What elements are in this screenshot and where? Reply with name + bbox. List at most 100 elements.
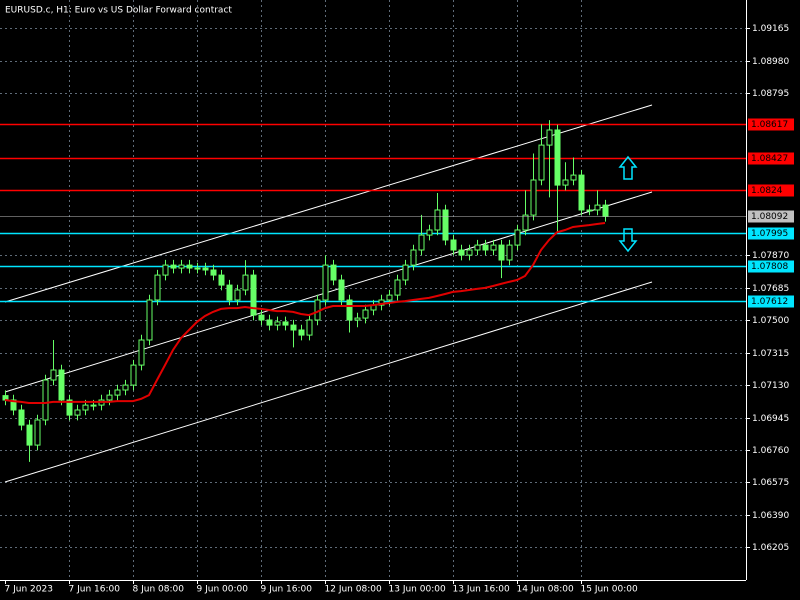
candle-body xyxy=(538,144,545,181)
candle-body xyxy=(226,284,233,301)
candle-body xyxy=(482,244,489,251)
candle-body xyxy=(354,317,361,321)
y-tick-label: 1.06945 xyxy=(752,414,789,424)
y-tick-label: 1.06205 xyxy=(752,543,789,553)
candle-body xyxy=(258,314,265,321)
chart-title: EURUSD.c, H1: Euro vs US Dollar Forward … xyxy=(5,6,232,16)
candle-body xyxy=(322,264,329,301)
candle-body xyxy=(178,264,185,269)
candle-body xyxy=(466,249,473,256)
level-label-box xyxy=(748,184,794,197)
moving-average xyxy=(4,222,606,404)
candle-body xyxy=(242,274,249,291)
candle-body xyxy=(146,299,153,341)
candle-body xyxy=(18,409,25,426)
x-tick-label: 13 Jun 00:00 xyxy=(389,585,446,595)
x-tick-label: 7 Jun 16:00 xyxy=(69,585,121,595)
candle-body xyxy=(458,249,465,256)
candle-body xyxy=(282,321,289,326)
level-label: 1.0824 xyxy=(751,186,783,196)
candle-body xyxy=(578,174,585,211)
candle-body xyxy=(522,214,529,231)
candle-body xyxy=(498,244,505,261)
candle-body xyxy=(58,369,65,401)
candle-body xyxy=(202,267,209,271)
up-arrow xyxy=(618,155,638,180)
level-label: 1.07995 xyxy=(751,229,788,239)
channel-upper xyxy=(4,104,653,303)
candle-body xyxy=(442,209,449,241)
candle-body xyxy=(26,424,33,446)
level-label-box xyxy=(748,152,794,165)
last-price-label: 1.08092 xyxy=(751,212,788,222)
candle-body xyxy=(362,309,369,319)
level-label-box xyxy=(748,227,794,240)
candle-body xyxy=(266,319,273,326)
candle-body xyxy=(162,264,169,276)
x-tick-label: 13 Jun 16:00 xyxy=(453,585,510,595)
x-tick-label: 14 Jun 08:00 xyxy=(517,585,574,595)
candle-body xyxy=(410,249,417,266)
candle-body xyxy=(82,404,89,411)
y-tick-label: 1.06575 xyxy=(752,478,789,488)
level-label: 1.08617 xyxy=(751,120,788,130)
candle-body xyxy=(450,239,457,251)
candle-body xyxy=(378,299,385,306)
y-tick-label: 1.07685 xyxy=(752,284,789,294)
y-tick-label: 1.07130 xyxy=(752,381,789,391)
x-tick-label: 12 Jun 08:00 xyxy=(325,585,382,595)
candle-body xyxy=(394,279,401,296)
y-tick-label: 1.07315 xyxy=(752,349,789,359)
candle-body xyxy=(386,294,393,301)
last-price-box xyxy=(748,210,794,223)
candle-body xyxy=(290,324,297,331)
candle-body xyxy=(514,229,521,246)
x-tick-label: 9 Jun 16:00 xyxy=(261,585,313,595)
down-arrow xyxy=(618,228,638,253)
x-tick-label: 9 Jun 00:00 xyxy=(197,585,249,595)
candle-body xyxy=(194,267,201,270)
y-tick-label: 1.06390 xyxy=(752,511,789,521)
channel-lower xyxy=(4,281,653,483)
candle-body xyxy=(602,204,609,217)
level-label: 1.07612 xyxy=(751,297,788,307)
candle-body xyxy=(34,419,41,446)
candle-body xyxy=(306,319,313,336)
candle-body xyxy=(74,409,81,416)
candle-body xyxy=(138,339,145,366)
y-tick-label: 1.08980 xyxy=(752,57,789,67)
candle-body xyxy=(274,321,281,326)
candle-body xyxy=(586,209,593,212)
candle-body xyxy=(234,289,241,301)
candle-body xyxy=(338,279,345,301)
candle-body xyxy=(114,389,121,396)
candle-body xyxy=(210,269,217,276)
candle-body xyxy=(186,264,193,269)
candle-body xyxy=(66,399,73,416)
candle-body xyxy=(554,129,561,186)
candle-body xyxy=(122,384,129,391)
candle-body xyxy=(10,399,17,411)
candle-body xyxy=(402,264,409,281)
y-tick-label: 1.07870 xyxy=(752,251,789,261)
candle-body xyxy=(218,274,225,286)
candle-body xyxy=(346,299,353,321)
candle-body xyxy=(130,364,137,386)
level-label: 1.08427 xyxy=(751,154,788,164)
level-label-box xyxy=(748,260,794,273)
candle-body xyxy=(434,209,441,231)
candle-body xyxy=(594,204,601,211)
y-tick-label: 1.06760 xyxy=(752,446,789,456)
candle-body xyxy=(426,229,433,236)
candle-body xyxy=(170,264,177,269)
candle-body xyxy=(298,329,305,336)
candle-body xyxy=(330,264,337,281)
candle-body xyxy=(154,274,161,301)
y-tick-label: 1.07500 xyxy=(752,316,789,326)
candle-body xyxy=(106,394,113,401)
level-label-box xyxy=(748,295,794,308)
level-label-box xyxy=(748,118,794,131)
x-tick-label: 8 Jun 08:00 xyxy=(133,585,185,595)
